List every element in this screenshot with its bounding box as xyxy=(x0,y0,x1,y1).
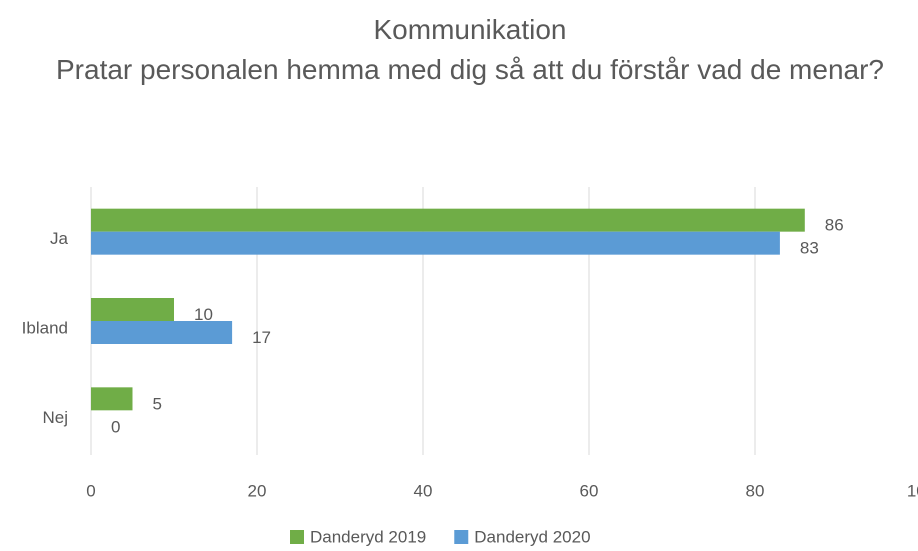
legend-swatch xyxy=(290,530,304,544)
data-label: 17 xyxy=(252,328,271,347)
y-tick-label: Ibland xyxy=(22,318,68,337)
x-tick-label: 40 xyxy=(414,481,433,500)
x-tick-label: 60 xyxy=(580,481,599,500)
y-tick-label: Nej xyxy=(42,408,68,427)
legend-swatch xyxy=(454,530,469,544)
bar xyxy=(91,321,233,344)
data-label: 10 xyxy=(194,305,213,324)
x-tick-label: 100 xyxy=(907,481,918,500)
bar xyxy=(91,298,174,321)
legend-label: Danderyd 2020 xyxy=(474,527,590,546)
x-tick-label: 80 xyxy=(746,481,765,500)
bar xyxy=(91,231,780,255)
data-label: 5 xyxy=(153,394,162,413)
data-label: 86 xyxy=(825,216,844,235)
x-tick-label: 20 xyxy=(248,481,267,500)
x-tick-label: 0 xyxy=(86,481,95,500)
bar xyxy=(91,208,805,232)
data-label: 83 xyxy=(800,239,819,258)
y-tick-label: Ja xyxy=(50,229,69,248)
chart-subtitle: Pratar personalen hemma med dig så att d… xyxy=(56,54,884,85)
chart-title: Kommunikation xyxy=(373,14,567,45)
legend-label: Danderyd 2019 xyxy=(310,527,426,546)
titles: Kommunikation Pratar personalen hemma me… xyxy=(20,10,918,90)
data-label: 0 xyxy=(111,417,120,436)
bar xyxy=(91,387,133,411)
